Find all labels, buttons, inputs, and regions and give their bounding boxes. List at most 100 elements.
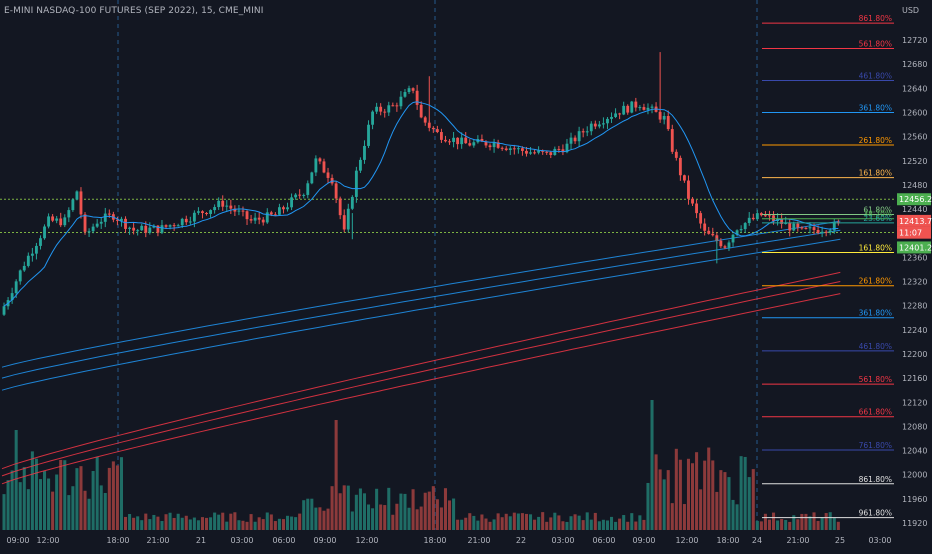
price-label-text: 12401.25	[899, 243, 932, 252]
volume-bar	[719, 470, 723, 530]
price-label-text: 12413.75	[899, 217, 932, 226]
fib-level-label: 761.80%	[859, 441, 892, 450]
time-tick-label: 18:00	[423, 536, 446, 545]
candle	[342, 209, 346, 233]
volume-bar	[792, 515, 796, 530]
volume-bar	[217, 514, 221, 530]
fib-level-label: 561.80%	[859, 375, 892, 384]
volume-bar	[314, 507, 318, 530]
fib-level-label: 361.80%	[859, 309, 892, 318]
candle-body	[504, 148, 508, 151]
volume-bar	[650, 400, 654, 530]
volume-bar	[642, 519, 646, 530]
candle	[755, 209, 759, 222]
candle	[217, 197, 221, 210]
candle	[318, 157, 322, 165]
volume-bar	[55, 474, 59, 530]
volume-bar	[213, 512, 217, 530]
candle-body	[626, 105, 630, 113]
volume-bar	[784, 519, 788, 530]
volume-bar	[622, 515, 626, 530]
time-tick-label: 09:00	[6, 536, 29, 545]
red-band-upper	[1, 271, 841, 470]
candle-body	[363, 145, 366, 160]
volume-bar	[152, 514, 156, 530]
price-labels: 12456.25 12413.75 11:07 12401.25	[897, 193, 932, 254]
volume-bar	[464, 517, 468, 530]
candle	[403, 89, 407, 98]
price-label-box	[897, 193, 931, 206]
time-tick-label: 09:00	[632, 536, 655, 545]
candle	[322, 158, 326, 174]
candle	[589, 121, 593, 136]
candle	[229, 199, 233, 215]
candle	[824, 230, 828, 237]
volume-bar	[71, 486, 75, 530]
candle	[759, 212, 763, 217]
candle	[188, 216, 192, 226]
candle-body	[832, 222, 836, 231]
volume-bar	[249, 514, 253, 530]
volume-bar	[257, 517, 261, 530]
volume-bar	[727, 477, 731, 530]
candle	[407, 85, 411, 94]
candle	[614, 108, 617, 119]
candle	[719, 238, 723, 249]
volume-bar	[38, 479, 42, 530]
price-tick-label: 12680	[902, 60, 927, 69]
volume-bar	[10, 470, 14, 530]
blue-band-lower	[1, 238, 841, 391]
time-tick-label: 21:00	[146, 536, 169, 545]
volume-bar	[561, 521, 565, 530]
volume-bar	[541, 512, 545, 530]
fib-level-label: 861.80%	[859, 475, 892, 484]
volume-bar	[358, 488, 362, 530]
candle	[306, 180, 310, 199]
volume-bar	[557, 515, 561, 530]
fib-level-label: 61.80%	[863, 205, 892, 214]
candle-body	[294, 194, 298, 198]
fib-level-label: 261.80%	[859, 136, 892, 145]
volume-bar	[755, 520, 759, 530]
candle-body	[727, 242, 731, 248]
volume-bar	[808, 516, 812, 530]
candle	[646, 103, 650, 115]
candle	[43, 224, 46, 240]
volume-bar	[666, 470, 670, 530]
candle	[747, 212, 751, 226]
candle	[440, 128, 443, 143]
time-tick-label: 06:00	[272, 536, 295, 545]
volume-bar	[577, 515, 581, 530]
time-tick-label: 18:00	[716, 536, 739, 545]
candle	[533, 149, 536, 155]
volume-bar	[597, 521, 601, 530]
volume-bar	[751, 469, 755, 530]
blue-moving-average-bands	[1, 220, 841, 391]
volume-bar	[662, 479, 666, 530]
volume-bar	[735, 504, 739, 530]
candle	[367, 120, 370, 149]
candle	[2, 302, 6, 316]
volume-bar	[468, 513, 472, 530]
volume-bar	[103, 492, 107, 530]
candle-body	[233, 208, 237, 212]
candle-body	[71, 199, 75, 211]
volume-bar	[715, 491, 719, 530]
volume-bar	[743, 456, 747, 530]
volume-bar	[480, 514, 484, 530]
volume-bar	[6, 480, 10, 530]
volume-bar	[156, 516, 160, 530]
time-tick-label: 09:00	[313, 536, 336, 545]
volume-bar	[772, 512, 776, 530]
candle-body	[658, 111, 662, 120]
candle-body	[249, 219, 253, 221]
candle	[699, 210, 703, 229]
time-axis-background	[0, 530, 932, 550]
session-lines	[117, 0, 758, 530]
candle	[51, 214, 55, 223]
candle	[197, 207, 200, 215]
fib-level-label: 361.80%	[859, 103, 892, 112]
fib-level-label: 461.80%	[859, 342, 892, 351]
